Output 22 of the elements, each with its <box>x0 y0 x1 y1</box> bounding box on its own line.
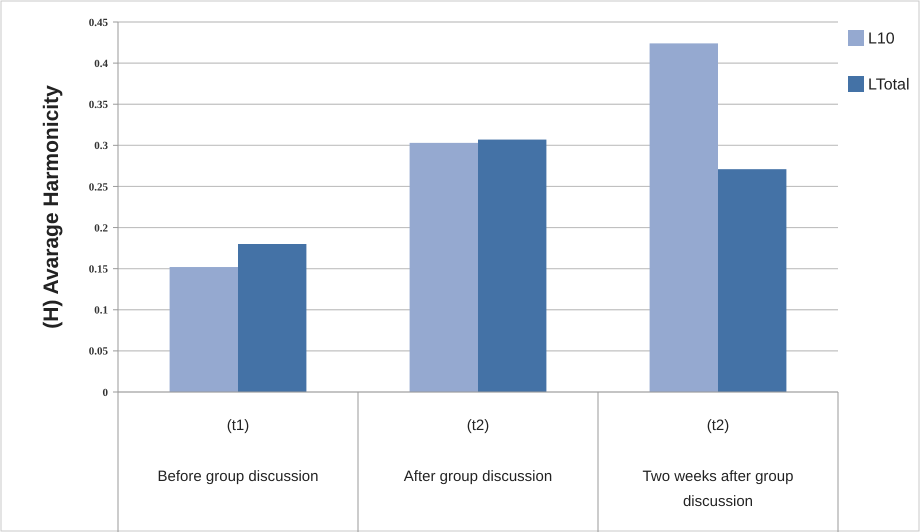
bar <box>238 244 306 392</box>
y-tick-label: 0.3 <box>94 140 108 152</box>
y-tick-label: 0.1 <box>94 304 108 317</box>
y-tick-label: 0.15 <box>88 264 108 276</box>
category-label: (t2) Two weeks after group discussion <box>642 417 794 510</box>
bar <box>718 169 786 392</box>
bar <box>170 267 238 392</box>
category-label: (t2) After group discussion <box>404 417 552 485</box>
y-tick-label: 0.35 <box>88 99 108 112</box>
y-axis-title: (H) Avarage Harmonicity <box>40 84 63 329</box>
y-tick-label: 0.05 <box>88 346 108 358</box>
category-label: (t1) Before group discussion <box>158 417 318 485</box>
y-tick-label: 0.25 <box>88 181 108 194</box>
legend-label: LTotal <box>868 76 910 94</box>
y-tick-label: 0.2 <box>94 222 108 234</box>
bar <box>410 142 478 392</box>
legend-label: L10 <box>868 30 895 48</box>
y-tick-label: 0 <box>102 386 108 399</box>
y-tick-label: 0.4 <box>94 58 108 70</box>
bar <box>478 140 546 392</box>
y-tick-label: 0.45 <box>88 16 108 29</box>
bar <box>650 43 718 392</box>
